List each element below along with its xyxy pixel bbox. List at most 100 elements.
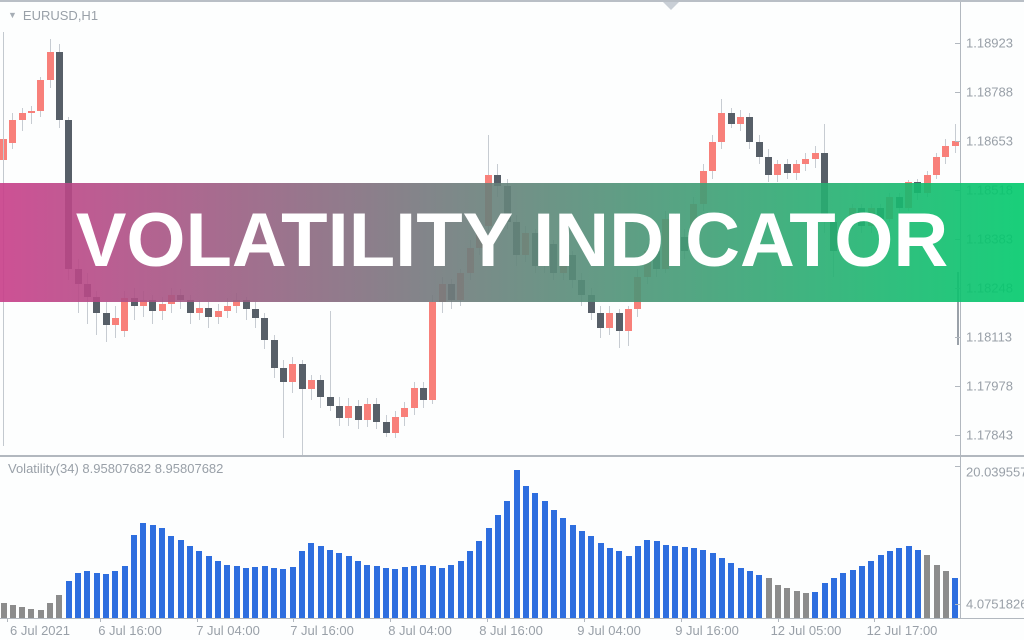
volatility-bar <box>252 567 259 618</box>
candle-body <box>755 142 763 157</box>
time-axis-label: 9 Jul 16:00 <box>675 623 739 638</box>
price-axis-label: 1.18788 <box>966 84 1013 100</box>
time-axis-label: 12 Jul 17:00 <box>866 623 938 638</box>
volatility-bar <box>308 543 315 618</box>
volatility-bar <box>802 592 809 618</box>
volatility-bar <box>93 573 100 618</box>
volatility-bar <box>177 539 184 618</box>
indicator-pane[interactable] <box>0 457 960 618</box>
volatility-bar <box>187 546 194 618</box>
candle-body <box>130 298 138 306</box>
volatility-bar <box>336 553 343 618</box>
candle-body <box>102 313 110 326</box>
volatility-bar <box>159 527 166 618</box>
candle-body <box>382 422 390 433</box>
volatility-bar <box>914 550 921 618</box>
time-axis-tick <box>100 618 101 622</box>
volatility-bar <box>952 578 959 618</box>
banner-overlay: VOLATILITY INDICATOR <box>0 183 1024 302</box>
volatility-bar <box>886 550 893 618</box>
candle-body <box>93 296 101 313</box>
volatility-bar <box>56 594 63 618</box>
chevron-down-icon[interactable]: ▼ <box>8 10 17 20</box>
volatility-bar <box>485 527 492 618</box>
candle-body <box>18 112 26 121</box>
candle-body <box>223 305 231 312</box>
time-axis-label: 8 Jul 04:00 <box>388 623 452 638</box>
volatility-bar <box>429 566 436 618</box>
volatility-bar <box>65 580 72 618</box>
price-axis-label: 1.18113 <box>966 329 1013 345</box>
candle-wick <box>301 360 303 455</box>
forming-bar-wick-line <box>957 272 959 345</box>
volatility-bar <box>289 567 296 618</box>
candle-body <box>783 164 791 174</box>
indicator-axis-tick <box>955 466 960 467</box>
candle-wick <box>282 360 284 439</box>
volatility-bar <box>121 566 128 618</box>
candle-body <box>55 52 63 121</box>
volatility-bar <box>942 571 949 618</box>
candle-body <box>401 407 409 417</box>
candle-body <box>251 309 259 319</box>
candle-body <box>307 380 315 390</box>
time-axis-label: 7 Jul 04:00 <box>196 623 260 638</box>
volatility-bar <box>149 525 156 618</box>
volatility-bar <box>933 564 940 618</box>
candle-body <box>737 116 745 125</box>
volatility-bar <box>299 550 306 618</box>
volatility-bar <box>896 548 903 618</box>
volatility-bar <box>373 566 380 618</box>
volatility-bar <box>271 567 278 618</box>
indicator-bottom-border <box>0 618 1024 619</box>
candle-body <box>410 387 418 408</box>
candle-body <box>27 110 35 113</box>
volatility-bar <box>877 555 884 618</box>
price-axis-tick <box>955 386 960 387</box>
candle-body <box>494 174 502 186</box>
banner-title: VOLATILITY INDICATOR <box>75 197 949 283</box>
symbol-label-text: EURUSD,H1 <box>22 8 99 23</box>
volatility-bar <box>261 566 268 618</box>
volatility-bar <box>700 550 707 618</box>
candle-body <box>802 158 810 164</box>
candle-body <box>746 116 754 143</box>
volatility-bar <box>131 534 138 618</box>
volatility-bar <box>868 560 875 618</box>
volatility-bar <box>830 578 837 618</box>
volatility-bar <box>448 564 455 618</box>
pane-separator[interactable] <box>0 455 1024 457</box>
volatility-bar <box>504 500 511 618</box>
chart-shift-icon[interactable] <box>663 2 679 10</box>
volatility-bar <box>560 518 567 618</box>
candle-body <box>587 294 595 313</box>
candle-wick <box>30 105 32 125</box>
candle-body <box>429 302 437 401</box>
volatility-bar <box>737 567 744 618</box>
candle-body <box>709 142 717 172</box>
volatility-bar <box>401 567 408 618</box>
candle-body <box>233 300 241 306</box>
time-axis-tick <box>584 618 585 622</box>
volatility-bar <box>690 548 697 618</box>
volatility-bar <box>0 603 7 618</box>
window-top-border <box>0 0 1024 2</box>
candle-body <box>121 298 129 332</box>
volatility-bar <box>205 555 212 618</box>
volatility-bar <box>84 571 91 618</box>
candle-body <box>793 164 801 174</box>
volatility-bar <box>709 553 716 618</box>
volatility-bar <box>280 569 287 618</box>
candle-body <box>373 403 381 423</box>
volatility-bar <box>634 546 641 618</box>
candle-body <box>298 363 306 390</box>
volatility-bar <box>905 546 912 618</box>
volatility-bar <box>569 525 576 618</box>
time-axis-label: 8 Jul 16:00 <box>479 623 543 638</box>
candle-body <box>205 307 213 317</box>
volatility-bar <box>243 567 250 618</box>
candle-body <box>326 396 334 406</box>
candle-body <box>951 141 959 146</box>
price-axis-label: 1.18923 <box>966 35 1013 51</box>
